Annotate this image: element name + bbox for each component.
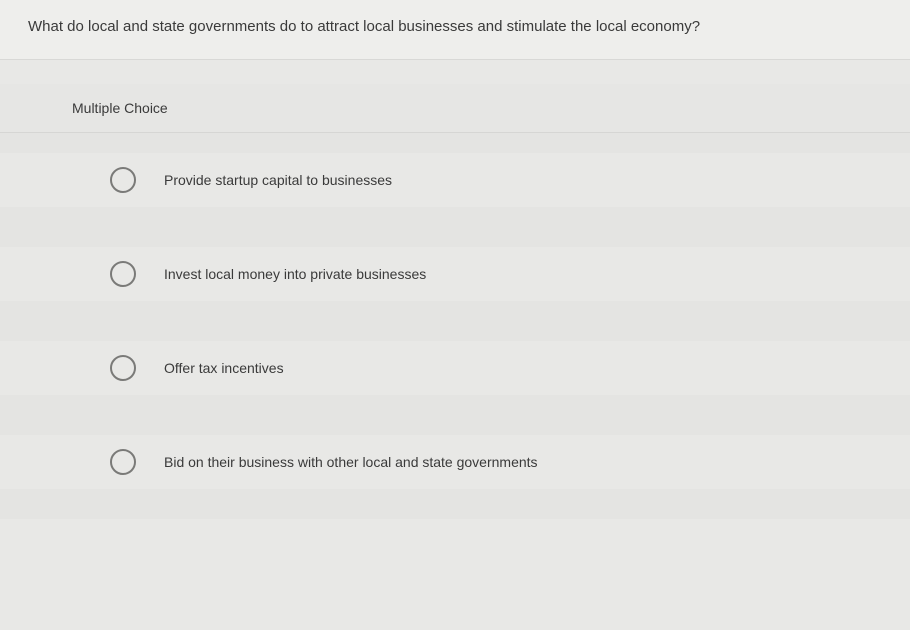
option-label: Invest local money into private business… (164, 266, 426, 282)
multiple-choice-section: Multiple Choice Provide startup capital … (0, 84, 910, 519)
option-row[interactable]: Invest local money into private business… (0, 247, 910, 301)
option-label: Bid on their business with other local a… (164, 454, 538, 470)
option-row[interactable]: Offer tax incentives (0, 341, 910, 395)
option-row[interactable]: Bid on their business with other local a… (0, 435, 910, 489)
options-list: Provide startup capital to businesses In… (0, 133, 910, 519)
radio-icon[interactable] (110, 167, 136, 193)
radio-icon[interactable] (110, 261, 136, 287)
section-label: Multiple Choice (0, 84, 910, 133)
question-text: What do local and state governments do t… (28, 18, 882, 35)
option-label: Offer tax incentives (164, 360, 284, 376)
question-header: What do local and state governments do t… (0, 0, 910, 60)
radio-icon[interactable] (110, 449, 136, 475)
option-label: Provide startup capital to businesses (164, 172, 392, 188)
option-row[interactable]: Provide startup capital to businesses (0, 153, 910, 207)
radio-icon[interactable] (110, 355, 136, 381)
